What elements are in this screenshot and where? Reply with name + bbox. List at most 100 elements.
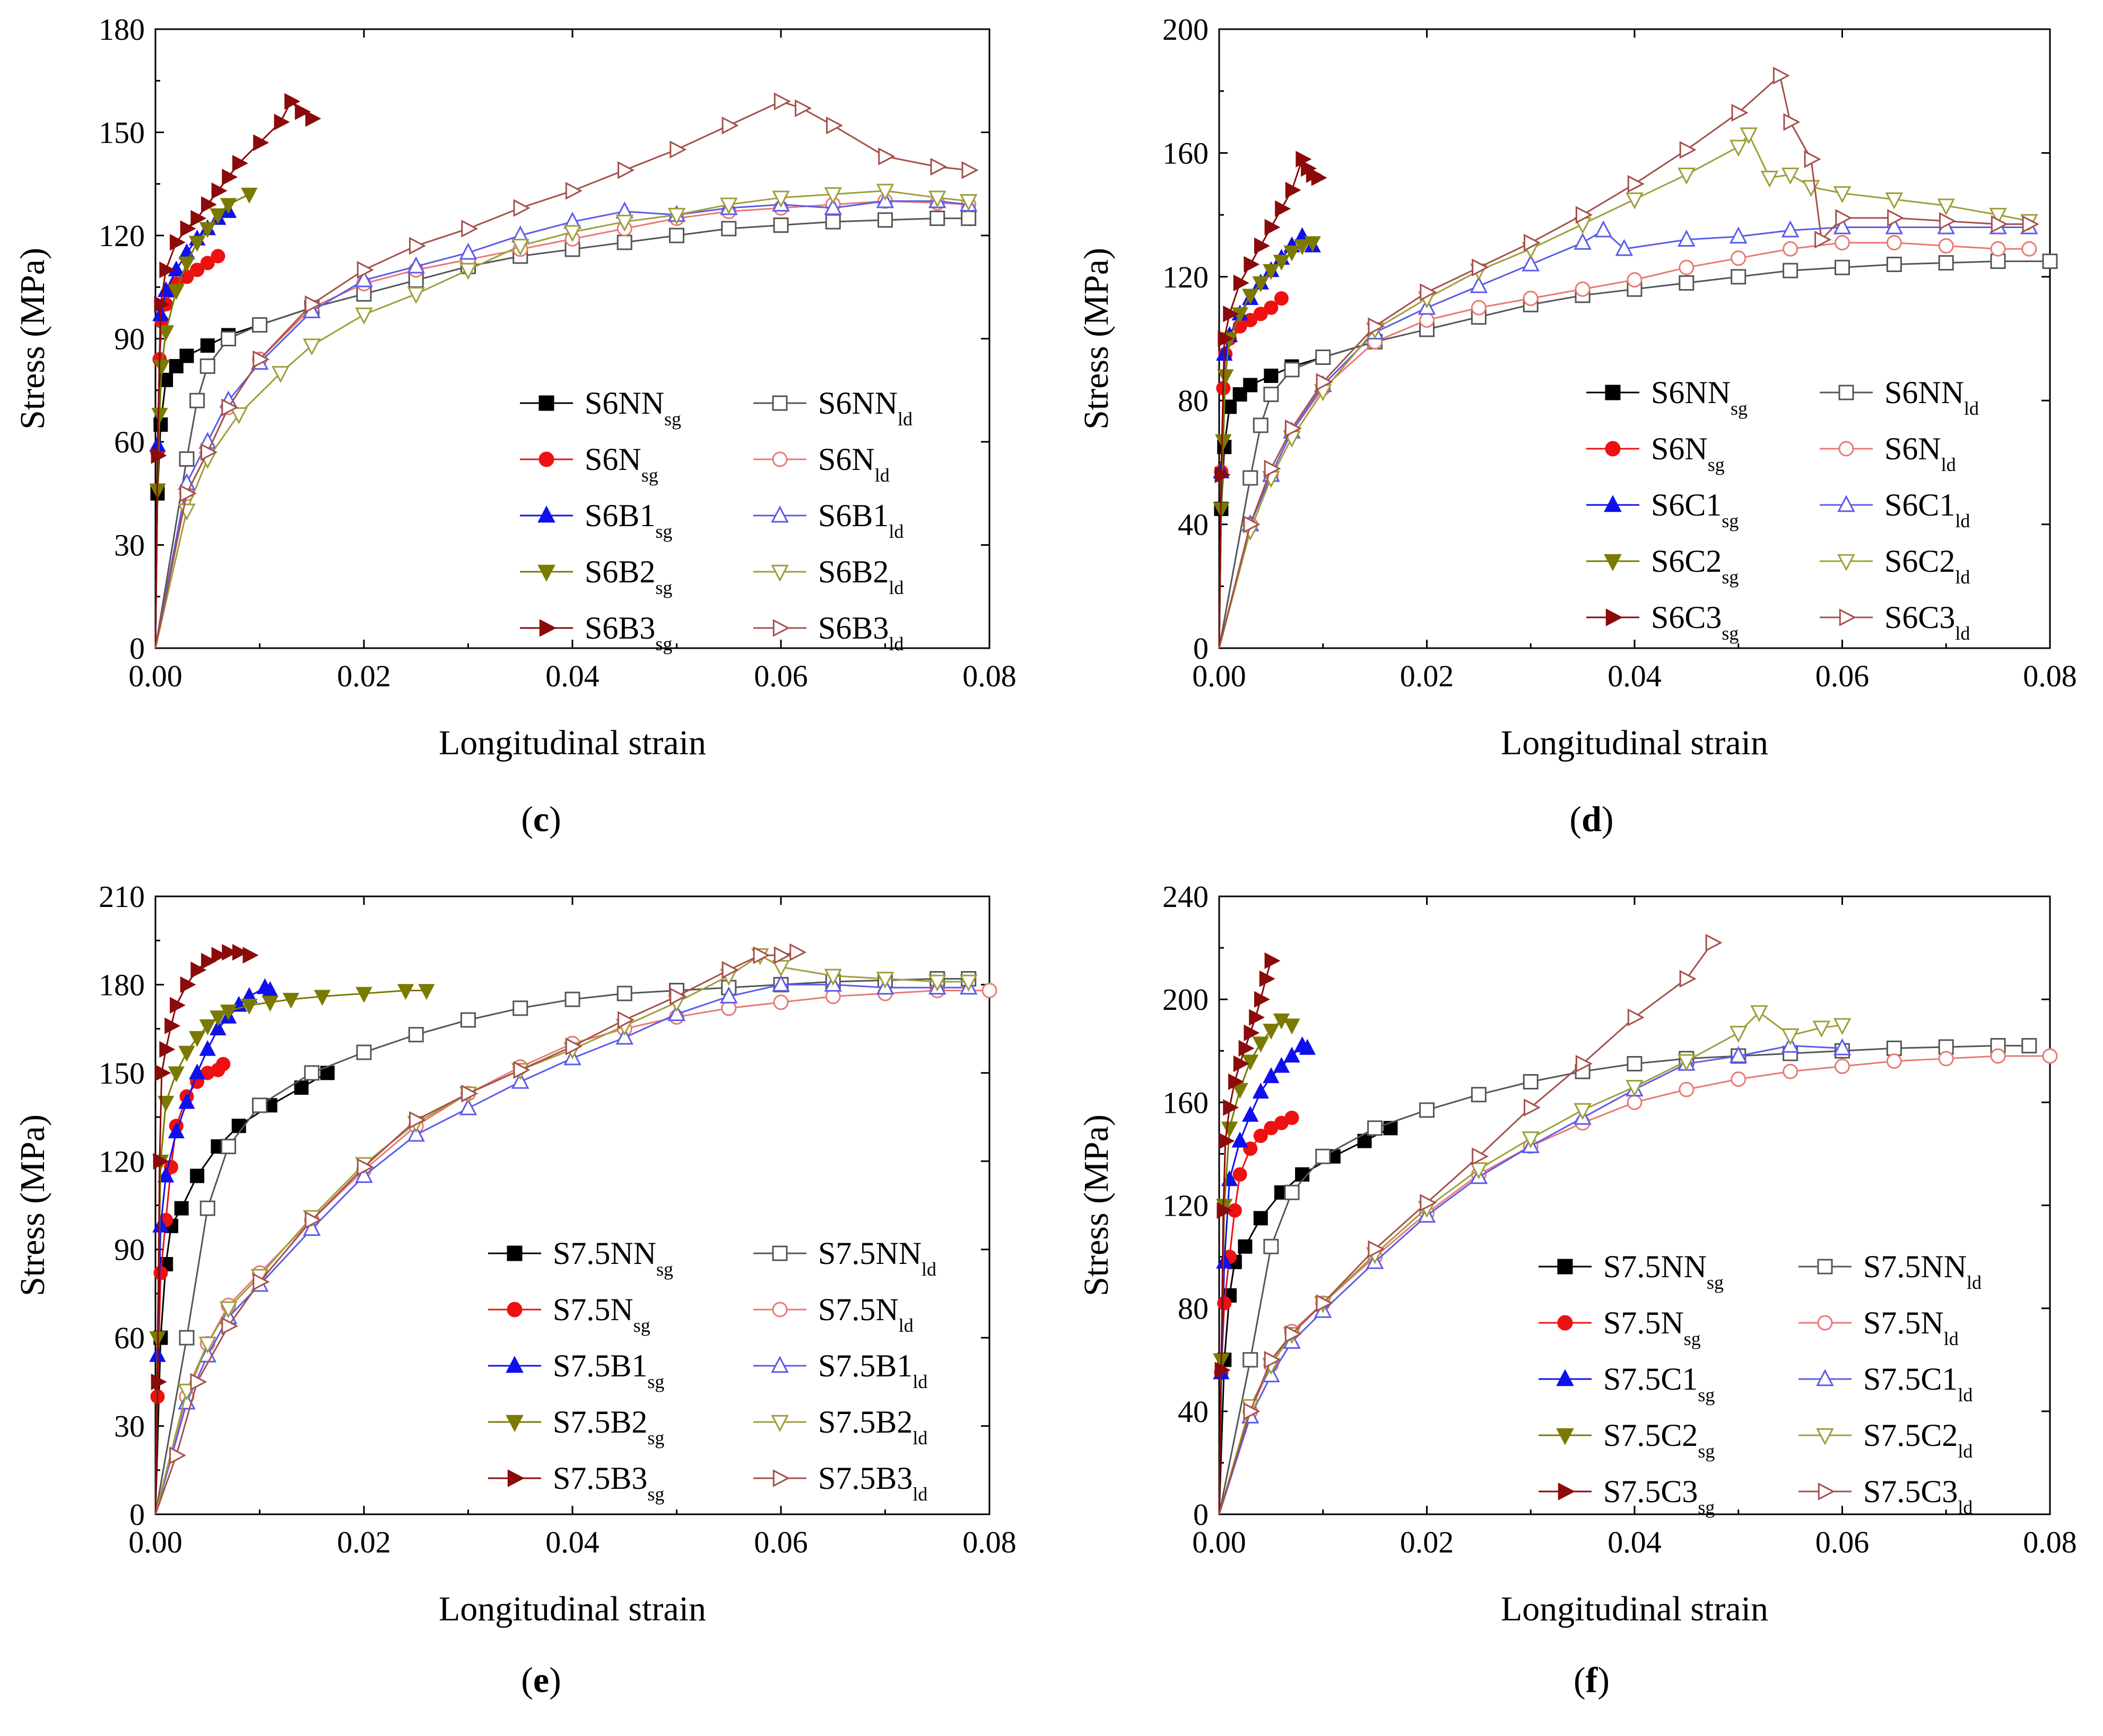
- legend-label: S7.5NNld: [1863, 1249, 1982, 1293]
- legend-subscript: ld: [899, 1315, 914, 1336]
- data-point: [753, 946, 770, 964]
- legend-name: S7.5N: [553, 1292, 633, 1327]
- data-point: [1938, 238, 1954, 254]
- x-tick-label: 0.00: [128, 659, 183, 693]
- data-point: [1887, 209, 1905, 227]
- data-point: [221, 398, 239, 416]
- legend-label: S6NNld: [1884, 375, 1979, 419]
- data-point: [1833, 1018, 1852, 1035]
- legend-subscript: sg: [1731, 398, 1748, 419]
- data-point: [719, 986, 738, 1004]
- data-point: [253, 134, 270, 151]
- legend-label: S6NNsg: [585, 386, 681, 430]
- data-point: [418, 984, 435, 1000]
- data-point: [1304, 236, 1321, 252]
- data-point: [1626, 1080, 1644, 1097]
- data-point: [302, 1219, 321, 1236]
- series-s6c3-sg: [1214, 151, 1327, 649]
- data-point: [459, 242, 477, 260]
- data-point: [1263, 387, 1279, 403]
- x-tick-label: 0.02: [337, 1525, 391, 1559]
- data-point: [1781, 220, 1800, 238]
- legend-marker: [1837, 554, 1855, 571]
- data-point: [1729, 1046, 1748, 1063]
- legend-marker: [1558, 1482, 1575, 1501]
- series-line: [1218, 74, 2029, 649]
- y-tick-label: 80: [1178, 1292, 1209, 1326]
- legend-subscript: ld: [913, 1371, 927, 1392]
- data-point: [1419, 312, 1435, 328]
- data-point: [1218, 330, 1234, 347]
- data-point: [1238, 1239, 1253, 1254]
- legend-name: S6B2: [818, 554, 889, 589]
- data-point: [1316, 1294, 1333, 1312]
- data-point: [1627, 272, 1643, 288]
- series-line: [154, 1072, 328, 1515]
- data-point: [1283, 245, 1300, 261]
- series-s6b2-ld: [154, 184, 978, 649]
- legend-name: S7.5C3: [1863, 1474, 1958, 1509]
- panel-paren-close: ): [549, 799, 561, 839]
- data-point: [669, 228, 684, 243]
- legend-label: S7.5C1sg: [1603, 1362, 1715, 1406]
- data-point: [200, 338, 215, 353]
- legend-label: S6B2sg: [585, 554, 672, 598]
- legend-name: S6NN: [1651, 375, 1731, 410]
- data-point: [1368, 1240, 1385, 1258]
- legend-label: S6C1ld: [1884, 487, 1970, 531]
- data-point: [409, 237, 427, 255]
- data-point: [1939, 212, 1957, 230]
- legend-marker: [772, 1302, 788, 1318]
- data-point: [930, 158, 948, 176]
- data-point: [210, 1019, 227, 1035]
- data-point: [157, 1166, 175, 1183]
- legend-marker: [1818, 1482, 1835, 1501]
- legend-name: S6C2: [1651, 544, 1722, 579]
- legend-label: S7.5B2ld: [818, 1404, 927, 1449]
- data-point: [564, 991, 580, 1007]
- data-point: [407, 287, 425, 304]
- data-point: [1679, 970, 1697, 988]
- data-point: [1216, 1202, 1233, 1219]
- legend-label: S7.5NNsg: [553, 1236, 673, 1280]
- data-point: [253, 1272, 270, 1291]
- data-point: [409, 1111, 427, 1129]
- data-point: [1216, 1252, 1233, 1269]
- y-tick-label: 30: [114, 528, 145, 563]
- data-point: [188, 1063, 206, 1080]
- data-point: [355, 307, 373, 325]
- legend-label: S7.5Nld: [1863, 1305, 1959, 1349]
- x-tick-label: 0.08: [2023, 659, 2077, 693]
- legend-marker: [538, 451, 554, 467]
- x-tick-label: 0.08: [962, 1525, 1016, 1559]
- x-tick-label: 0.06: [1815, 1525, 1870, 1559]
- data-point: [211, 947, 228, 964]
- legend-subscript: ld: [913, 1484, 927, 1505]
- legend-name: S6C3: [1651, 600, 1722, 635]
- data-point: [1678, 229, 1696, 247]
- data-point: [772, 974, 790, 992]
- data-point: [459, 1098, 477, 1115]
- data-point: [241, 998, 258, 1015]
- data-point: [274, 114, 290, 130]
- data-point: [179, 451, 195, 467]
- y-tick-label: 90: [114, 1233, 145, 1267]
- legend-subscript: ld: [1944, 1328, 1959, 1349]
- data-point: [1242, 1054, 1259, 1071]
- data-point: [1886, 1040, 1902, 1056]
- x-axis-title: Longitudinal strain: [1501, 723, 1768, 762]
- data-point: [232, 944, 248, 961]
- x-tick-label: 0.06: [754, 659, 808, 693]
- data-point: [1315, 350, 1331, 365]
- y-tick-label: 200: [1162, 12, 1209, 47]
- data-point: [1316, 373, 1333, 391]
- data-point: [1627, 1056, 1643, 1072]
- data-point: [1679, 275, 1694, 291]
- y-tick-label: 80: [1178, 383, 1209, 418]
- legend-name: S7.5N: [1603, 1305, 1684, 1340]
- legend-subscript: sg: [1698, 1497, 1715, 1518]
- panel-paren-open: (: [521, 799, 533, 839]
- legend-subscript: ld: [1958, 1497, 1972, 1518]
